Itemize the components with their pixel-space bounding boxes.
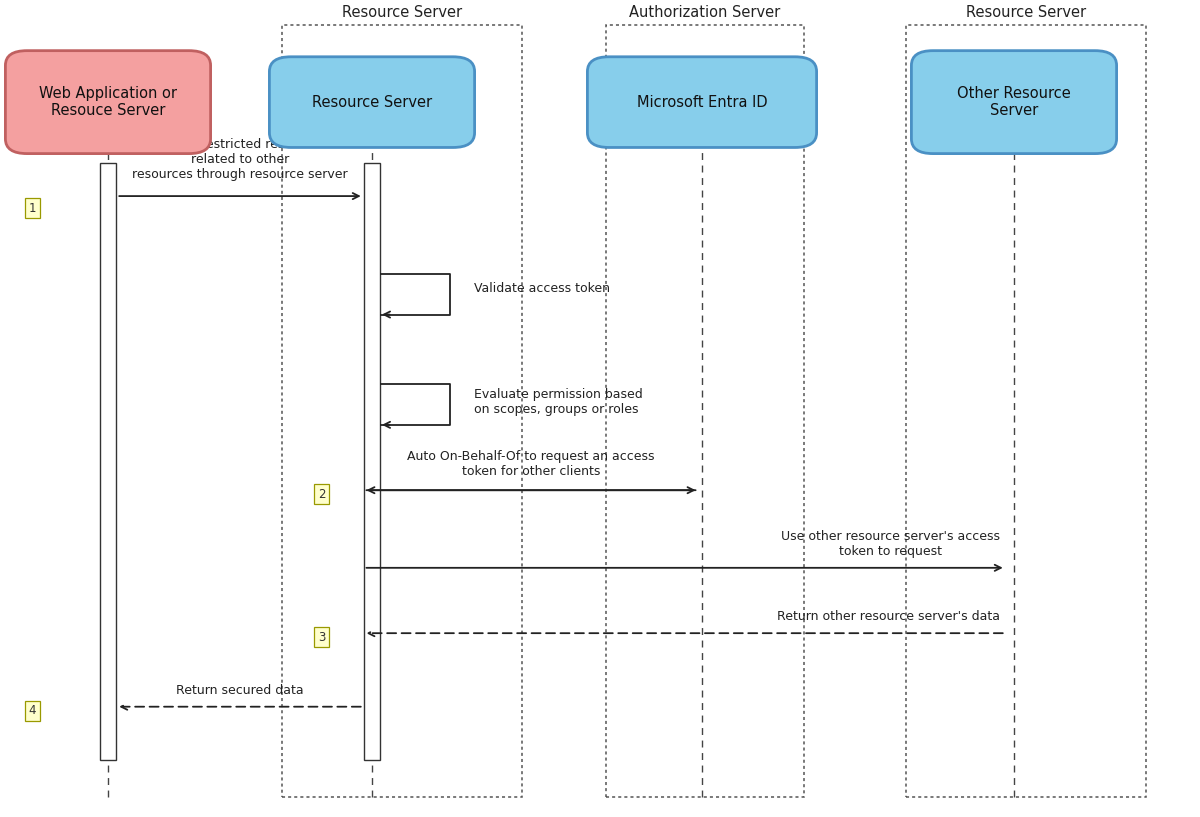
Bar xyxy=(606,25,804,797)
Bar xyxy=(364,163,380,760)
Text: Authorization Server: Authorization Server xyxy=(629,6,781,20)
Bar xyxy=(282,25,522,797)
Text: Return secured data: Return secured data xyxy=(176,684,304,697)
Text: Evaluate permission based
on scopes, groups or roles: Evaluate permission based on scopes, gro… xyxy=(474,388,643,416)
Text: Validate access token: Validate access token xyxy=(474,282,610,295)
FancyBboxPatch shape xyxy=(5,51,211,154)
Text: 3: 3 xyxy=(318,631,325,644)
Text: Auto On-Behalf-Of to request an access
token for other clients: Auto On-Behalf-Of to request an access t… xyxy=(407,450,655,478)
Text: Microsoft Entra ID: Microsoft Entra ID xyxy=(637,95,767,109)
Text: Resource Server: Resource Server xyxy=(312,95,432,109)
Text: Web Application or
Resouce Server: Web Application or Resouce Server xyxy=(38,86,178,118)
Text: Resource Server: Resource Server xyxy=(342,6,462,20)
Text: Use other resource server's access
token to request: Use other resource server's access token… xyxy=(780,530,1000,558)
Text: 2: 2 xyxy=(318,488,325,501)
FancyBboxPatch shape xyxy=(588,57,816,147)
FancyBboxPatch shape xyxy=(912,51,1116,154)
Text: Other Resource
Server: Other Resource Server xyxy=(958,86,1070,118)
Bar xyxy=(100,163,116,760)
Text: 1: 1 xyxy=(29,202,36,215)
Text: Return other resource server's data: Return other resource server's data xyxy=(776,610,1000,623)
Text: 4: 4 xyxy=(29,704,36,717)
Text: Resource Server: Resource Server xyxy=(966,6,1086,20)
Bar xyxy=(906,25,1146,797)
Text: Access restricted resources
related to other
resources through resource server: Access restricted resources related to o… xyxy=(132,138,348,181)
FancyBboxPatch shape xyxy=(270,57,475,147)
